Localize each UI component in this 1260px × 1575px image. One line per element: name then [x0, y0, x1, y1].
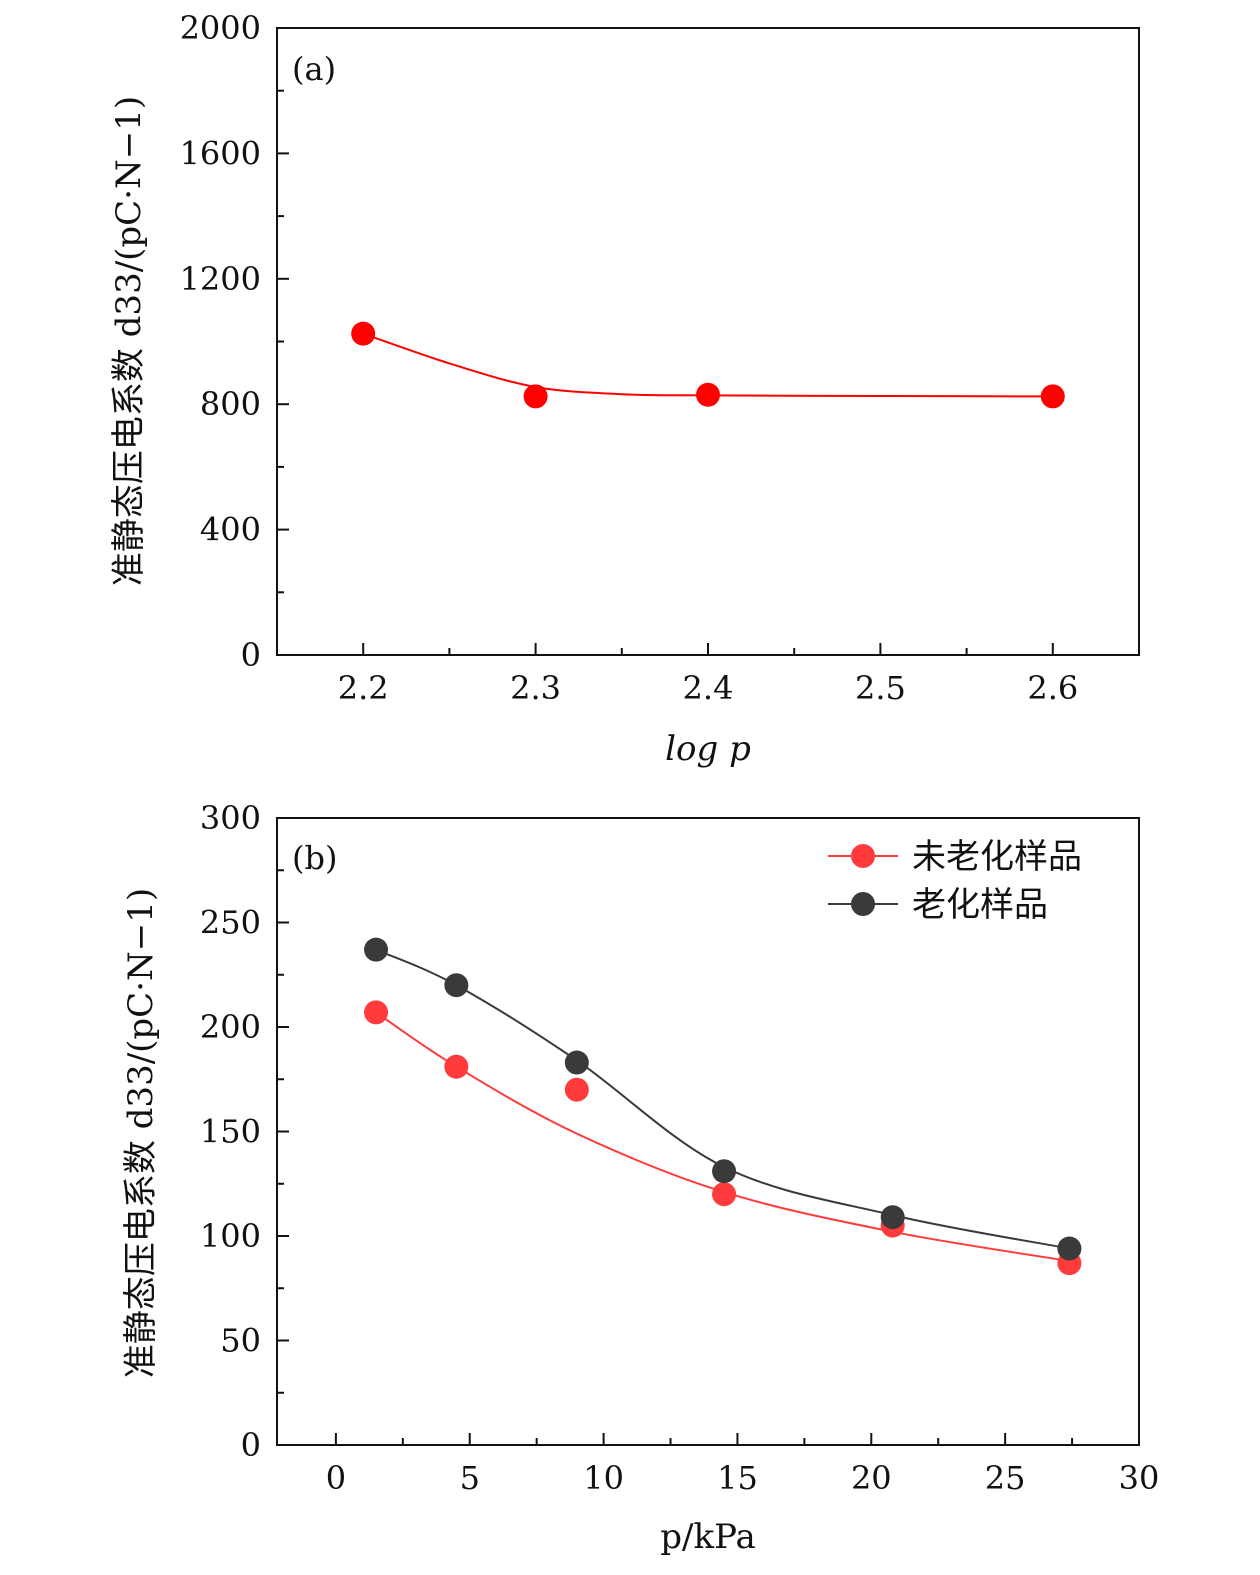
panel-a-plot-frame: [276, 27, 1140, 656]
panel-b-y-tick-label: 200: [200, 1008, 261, 1046]
legend-label-unaged: 未老化样品: [912, 837, 1082, 877]
panel-b-data-point-series-1: [444, 973, 469, 998]
panel-b-x-tick-label: 20: [851, 1459, 892, 1497]
panel-b-data-point-series-0: [364, 1000, 389, 1025]
panel-b-x-axis-title: p/kPa: [660, 1517, 755, 1557]
panel-a-y-tick-label: 1600: [180, 134, 261, 172]
panel-a-ticks: [276, 27, 1054, 656]
panel-a-x-axis-title: log p: [665, 729, 751, 769]
panel-b-data-point-series-1: [880, 1205, 905, 1230]
panel-a-y-axis-title: 准静态压电系数 d33/(pC·N−1): [109, 96, 149, 586]
panel-b-data-point-series-0: [712, 1182, 737, 1207]
panel-b-data-point-series-1: [364, 937, 389, 962]
legend-label-aged: 老化样品: [912, 885, 1048, 925]
panel-b-x-tick-label: 25: [985, 1459, 1026, 1497]
panel-b-points: [364, 937, 1082, 1276]
panel-b-y-tick-label: 50: [220, 1322, 261, 1360]
panel-a-fit-lines: [362, 332, 1053, 398]
panel-b-y-tick-label: 100: [200, 1217, 261, 1255]
panel-b-fit-line-series-0: [375, 1011, 1070, 1263]
panel-b-x-tick-label: 0: [326, 1459, 346, 1497]
legend-item-unaged: 未老化样品: [828, 837, 1082, 877]
panel-b-y-axis-title: 准静态压电系数 d33/(pC·N−1): [121, 888, 161, 1378]
panel-a-data-point-series-0: [696, 382, 720, 407]
panel-b-y-tick-label: 300: [200, 799, 261, 837]
panel-a-y-tick-label: 0: [241, 636, 261, 674]
panel-a-y-tick-label: 1200: [180, 260, 261, 298]
panel-a-x-tick-label: 2.6: [1027, 669, 1078, 707]
panel-b-y-tick-label: 250: [200, 904, 261, 942]
legend-item-aged: 老化样品: [828, 885, 1048, 925]
panel-a-data-point-series-0: [351, 321, 376, 346]
panel-a-x-tick-label: 2.4: [683, 669, 734, 707]
panel-b-y-tick-label: 150: [200, 1113, 261, 1151]
legend-marker-unaged: [851, 844, 875, 868]
panel-a-label: (a): [292, 50, 336, 88]
panel-b-x-tick-label: 5: [460, 1459, 480, 1497]
panel-b-x-tick-label: 15: [717, 1459, 758, 1497]
panel-b-y-tick-label: 0: [241, 1426, 261, 1464]
panel-b-ticks: [277, 817, 1140, 1446]
panel-b-data-point-series-1: [1057, 1236, 1082, 1261]
panel-a-x-tick-label: 2.3: [510, 669, 561, 707]
panel-b-fit-lines: [375, 948, 1070, 1263]
panel-a-fit-line-series-0: [362, 332, 1053, 398]
panel-b-x-tick-label: 30: [1119, 1459, 1160, 1497]
panel-a-chart: 2.2 2.3 2.4 2.5 2.6 0 400 800 1200 1600 2000 (a) l…: [109, 9, 1140, 769]
panel-b-data-point-series-0: [564, 1077, 589, 1102]
panel-a-x-tick-label: 2.5: [855, 669, 906, 707]
panel-b-legend: 未老化样品 老化样品: [828, 837, 1082, 925]
panel-a-x-tick-label: 2.2: [338, 669, 389, 707]
panel-a-y-tick-label: 2000: [180, 9, 261, 47]
panel-b-data-point-series-1: [712, 1159, 737, 1184]
panel-a-y-tick-label: 800: [200, 385, 261, 423]
panel-a-tick-labels: 2.2 2.3 2.4 2.5 2.6 0 400 800 1200 1600 2000: [180, 9, 1079, 707]
panel-a-data-point-series-0: [523, 384, 548, 409]
panel-b-label: (b): [292, 839, 337, 877]
panel-a-y-tick-label: 400: [200, 511, 261, 549]
legend-marker-aged: [851, 892, 875, 916]
panel-a-points: [351, 321, 1065, 409]
panel-b-data-point-series-1: [564, 1050, 589, 1075]
panel-b-data-point-series-0: [444, 1054, 469, 1079]
panel-a-data-point-series-0: [1040, 384, 1065, 409]
panel-b-x-tick-label: 10: [583, 1459, 624, 1497]
